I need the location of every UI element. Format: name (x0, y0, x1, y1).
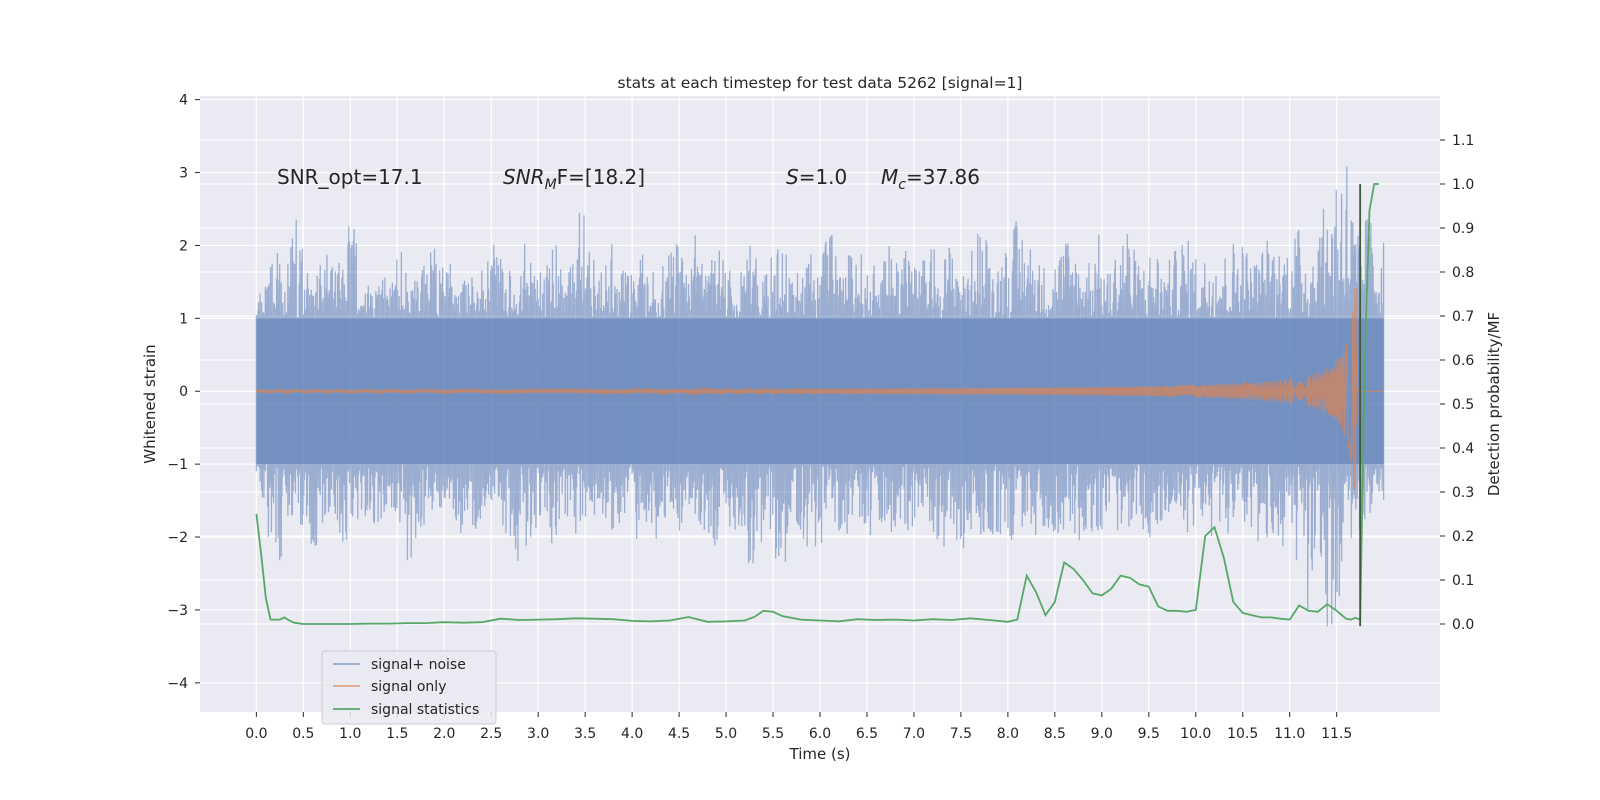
y2-tick-label: 0.8 (1452, 265, 1474, 281)
x-tick-label: 11.0 (1274, 726, 1305, 742)
x-tick-label: 4.0 (621, 726, 643, 742)
series-signal-only (255, 287, 1384, 490)
x-tick-label: 0.0 (245, 726, 267, 742)
mc-symbol: M (881, 165, 898, 189)
mc-subscript: c (898, 177, 906, 193)
x-tick-label: 7.0 (903, 726, 925, 742)
x-tick-label: 1.0 (339, 726, 361, 742)
y-tick-label: −1 (167, 457, 188, 473)
y2-axis-label: Detection probability/MF (1485, 312, 1503, 496)
y2-tick-label: 0.1 (1452, 573, 1474, 589)
y-tick-label: 4 (179, 93, 188, 109)
y2-tick-label: 0.2 (1452, 529, 1474, 545)
x-tick-label: 9.0 (1091, 726, 1113, 742)
y-axis-right: 0.0 0.1 0.2 0.3 0.4 0.5 0.6 0.7 0.8 0.9 1.0 1.1 (1440, 133, 1474, 633)
x-tick-label: 0.5 (292, 726, 314, 742)
x-tick-label: 10.5 (1227, 726, 1258, 742)
legend-label-signal-noise: signal+ noise (371, 657, 466, 673)
x-axis: 0.0 0.5 1.0 1.5 2.0 2.5 3.0 3.5 4.0 4.5 5.0 5.5 6.0 6… (245, 712, 1352, 742)
x-tick-label: 7.5 (950, 726, 972, 742)
y2-tick-label: 0.5 (1452, 397, 1474, 413)
x-tick-label: 3.0 (527, 726, 549, 742)
annotation-snr-opt: SNR_opt=17.1 (277, 165, 423, 189)
x-tick-label: 2.0 (433, 726, 455, 742)
y-tick-label: −4 (167, 676, 188, 692)
y2-tick-label: 1.0 (1452, 177, 1474, 193)
y2-tick-label: 0.7 (1452, 309, 1474, 325)
x-tick-label: 6.5 (856, 726, 878, 742)
snr-mf-base: SNR (503, 165, 545, 189)
annotation-mc: Mc=37.86 (881, 165, 980, 193)
series-signal-noise (255, 166, 1385, 627)
x-tick-label: 2.5 (480, 726, 502, 742)
x-tick-label: 6.0 (809, 726, 831, 742)
annotation-s: S=1.0 (786, 165, 847, 189)
x-tick-label: 1.5 (386, 726, 408, 742)
legend-label-signal-statistics: signal statistics (371, 702, 479, 718)
legend: signal+ noise signal only signal statist… (321, 650, 497, 725)
y-tick-label: −2 (167, 530, 188, 546)
y2-tick-label: 0.4 (1452, 441, 1474, 457)
y-axis-left: −4 −3 −2 −1 0 1 2 3 4 (167, 93, 200, 692)
x-tick-label: 5.0 (715, 726, 737, 742)
series-signal-statistics (255, 183, 1379, 625)
x-axis-label: Time (s) (789, 745, 851, 763)
x-tick-label: 3.5 (574, 726, 596, 742)
x-tick-label: 4.5 (668, 726, 690, 742)
annotation-snr-mf: SNRMF=[18.2] (503, 165, 645, 193)
mc-value: =37.86 (906, 165, 980, 189)
y-tick-label: 3 (179, 166, 188, 182)
legend-box (321, 650, 497, 725)
y2-tick-label: 0.0 (1452, 617, 1474, 633)
chart-title: stats at each timestep for test data 526… (618, 74, 1023, 92)
x-tick-label: 5.5 (762, 726, 784, 742)
y2-tick-label: 0.3 (1452, 485, 1474, 501)
snr-mf-tail: F=[18.2] (557, 165, 645, 189)
x-tick-label: 8.5 (1044, 726, 1066, 742)
x-tick-label: 11.5 (1321, 726, 1352, 742)
legend-label-signal-only: signal only (371, 679, 446, 695)
x-tick-label: 10.0 (1180, 726, 1211, 742)
snr-mf-sub: M (545, 177, 557, 193)
y2-tick-label: 0.9 (1452, 221, 1474, 237)
y-tick-label: 0 (179, 384, 188, 400)
y-axis-label: Whitened strain (141, 344, 159, 463)
x-tick-label: 9.5 (1138, 726, 1160, 742)
y2-tick-label: 1.1 (1452, 133, 1474, 149)
y-tick-label: −3 (167, 603, 188, 619)
plot-area (255, 166, 1385, 627)
y-tick-label: 1 (179, 311, 188, 327)
y-tick-label: 2 (179, 238, 188, 254)
x-tick-label: 8.0 (997, 726, 1019, 742)
y2-tick-label: 0.6 (1452, 353, 1474, 369)
s-value: =1.0 (799, 165, 848, 189)
s-symbol: S (786, 165, 799, 189)
